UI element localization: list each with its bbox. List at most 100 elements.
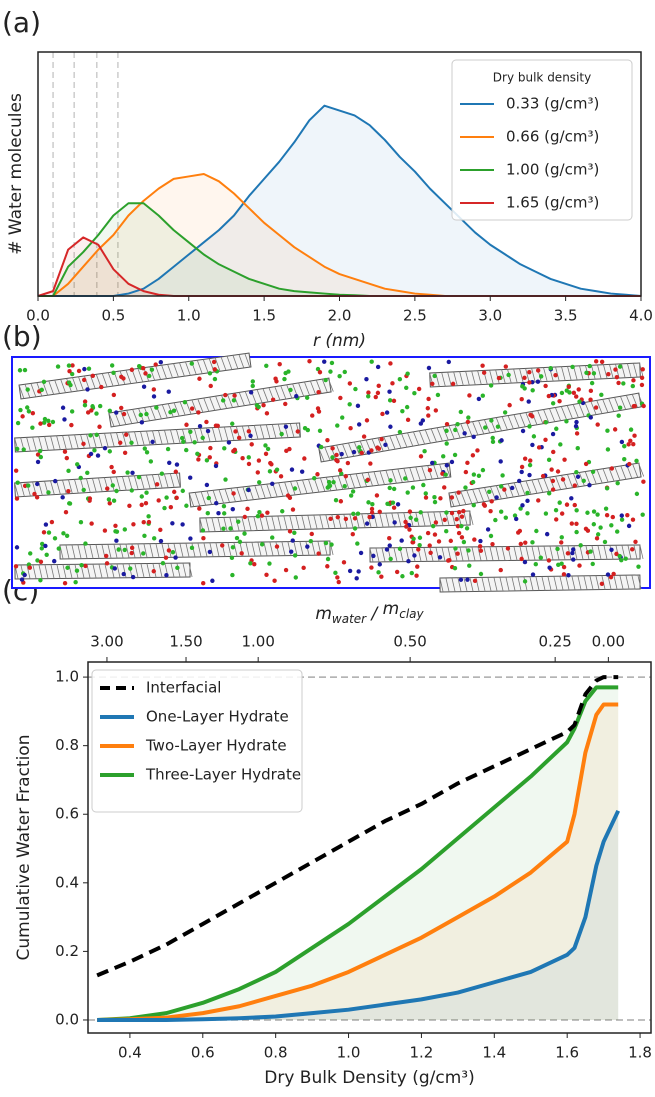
clay-bond	[158, 430, 163, 445]
water-molecule	[220, 543, 225, 548]
x-tick-label: 1.5	[252, 307, 276, 325]
clay-bond	[284, 481, 290, 496]
clay-bond	[145, 474, 151, 489]
water-molecule	[609, 523, 614, 528]
x-tick-label: 3.5	[554, 307, 578, 325]
water-molecule	[188, 536, 193, 541]
clay-bond	[188, 562, 193, 578]
water-molecule	[114, 538, 119, 543]
water-molecule	[628, 427, 634, 432]
clay-bond	[457, 577, 462, 592]
water-molecule	[426, 365, 432, 371]
clay-bond	[373, 471, 379, 486]
clay-bond	[423, 547, 428, 562]
clay-bond	[620, 396, 627, 410]
clay-bond	[489, 370, 494, 385]
clay-bond	[495, 417, 502, 432]
clay-bond	[161, 404, 168, 419]
clay-bond	[146, 430, 151, 445]
clay-bond	[549, 408, 556, 422]
clay-bond	[505, 576, 510, 592]
clay-layer	[108, 377, 334, 428]
clay-bond	[445, 577, 450, 592]
clay-bond	[313, 514, 318, 530]
water-molecule	[257, 480, 262, 485]
water-molecule	[210, 578, 215, 583]
water-molecule	[63, 510, 69, 515]
water-molecule	[619, 513, 624, 518]
water-molecule	[252, 562, 257, 567]
clay-bond	[20, 482, 25, 497]
water-molecule	[163, 555, 169, 560]
clay-bond	[451, 577, 456, 592]
water-molecule	[423, 495, 429, 500]
y-axis-label: # Water molecules	[6, 93, 26, 255]
water-molecule	[325, 564, 330, 569]
water-molecule	[609, 466, 615, 471]
water-molecule	[122, 547, 127, 553]
water-molecule	[430, 381, 435, 386]
clay-bond	[257, 541, 262, 557]
water-molecule	[207, 455, 212, 460]
clay-bond	[217, 517, 222, 532]
water-molecule	[530, 442, 535, 448]
water-molecule	[588, 415, 593, 420]
water-molecule	[630, 383, 636, 389]
water-molecule	[476, 473, 482, 478]
water-molecule	[92, 448, 97, 453]
water-molecule	[160, 560, 166, 566]
water-molecule	[573, 424, 579, 429]
water-molecule	[403, 519, 408, 525]
water-molecule	[427, 467, 433, 473]
clay-bond	[607, 575, 612, 590]
water-molecule	[141, 384, 147, 389]
water-molecule	[405, 371, 410, 376]
clay-bond	[463, 577, 468, 592]
clay-bond	[543, 545, 548, 561]
water-molecule	[355, 511, 361, 516]
water-molecule	[30, 411, 36, 416]
water-molecule	[150, 439, 155, 445]
clay-layer	[318, 392, 644, 463]
water-molecule	[417, 535, 423, 540]
clay-bond	[637, 574, 642, 590]
water-molecule	[387, 485, 392, 491]
water-molecule	[458, 577, 464, 582]
water-molecule	[83, 563, 88, 569]
water-molecule	[626, 442, 631, 447]
water-molecule	[141, 551, 146, 556]
clay-bond	[244, 391, 251, 405]
water-molecule	[373, 394, 378, 400]
water-molecule	[32, 491, 37, 497]
clay-bond	[385, 513, 390, 528]
clay-bond	[95, 544, 100, 559]
clay-bond	[262, 388, 269, 403]
water-molecule	[85, 410, 91, 415]
y-tick-label: 0.4	[55, 873, 79, 891]
clay-bond	[227, 394, 233, 408]
clay-bond	[407, 432, 414, 447]
water-molecule	[236, 519, 241, 524]
clay-bond	[80, 434, 85, 449]
water-molecule	[480, 363, 485, 368]
clay-bond	[89, 544, 94, 559]
water-molecule	[204, 419, 209, 425]
water-molecule	[628, 438, 633, 443]
water-molecule	[263, 451, 269, 457]
water-molecule	[64, 533, 70, 538]
clay-bond	[215, 542, 220, 557]
water-molecule	[384, 410, 390, 415]
x2-tick-label: 1.50	[169, 633, 202, 651]
water-molecule	[411, 536, 416, 541]
water-molecule	[518, 541, 524, 547]
clay-bond	[531, 546, 536, 561]
water-molecule	[519, 556, 524, 562]
water-molecule	[444, 463, 450, 468]
water-molecule	[69, 409, 75, 414]
area	[97, 810, 619, 1020]
water-molecule	[214, 500, 219, 506]
water-molecule	[405, 490, 410, 495]
water-molecule	[572, 483, 578, 488]
water-molecule	[571, 557, 576, 562]
water-molecule	[233, 429, 238, 434]
